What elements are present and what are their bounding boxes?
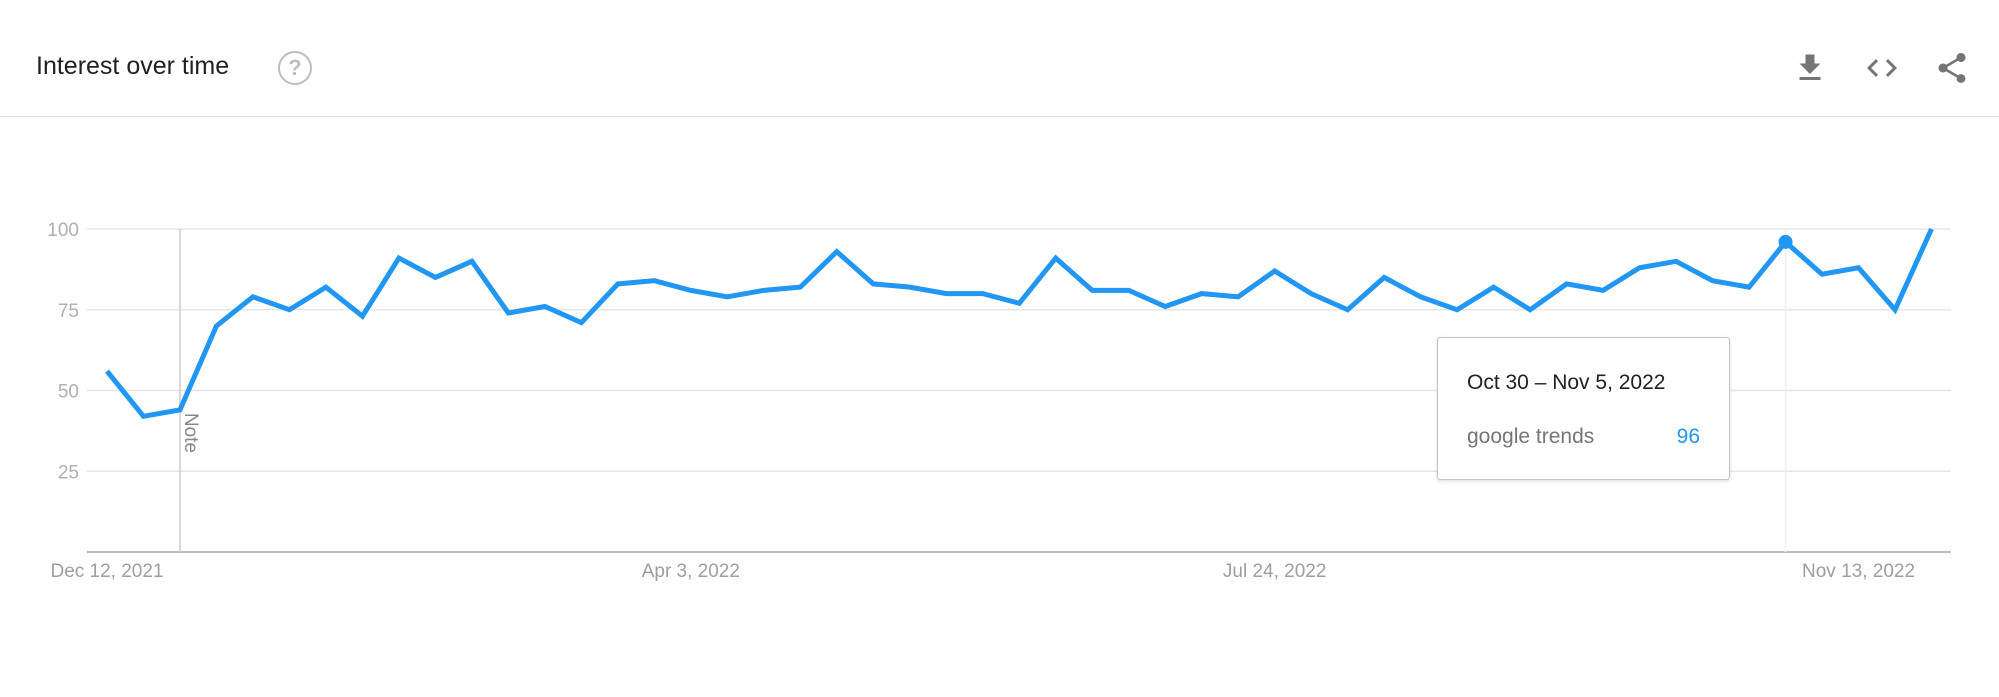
question-circle-icon[interactable]: ? [278,51,312,85]
tooltip-date: Oct 30 – Nov 5, 2022 [1467,371,1666,394]
download-icon[interactable] [1792,50,1828,86]
code-icon[interactable] [1864,50,1900,86]
y-tick-label: 50 [58,382,79,403]
tooltip: Oct 30 – Nov 5, 2022 google trends 96 [1437,337,1730,480]
chart-title: Interest over time [36,52,230,80]
x-tick-label: Nov 13, 2022 [1802,561,1915,582]
highlighted-point [1778,234,1793,249]
y-tick-label: 25 [58,462,79,483]
y-tick-label: 75 [58,301,79,322]
y-tick-label: 100 [47,220,79,241]
x-tick-label: Jul 24, 2022 [1223,561,1327,582]
series-line [105,227,1934,420]
note-label: Note [180,413,201,453]
x-tick-label: Apr 3, 2022 [642,561,740,582]
share-icon[interactable] [1934,50,1970,86]
tooltip-value: 96 [1676,425,1700,448]
tooltip-series-name: google trends [1467,425,1595,448]
chart-header: Interest over time ? [0,0,1999,117]
x-tick-label: Dec 12, 2021 [50,561,163,582]
